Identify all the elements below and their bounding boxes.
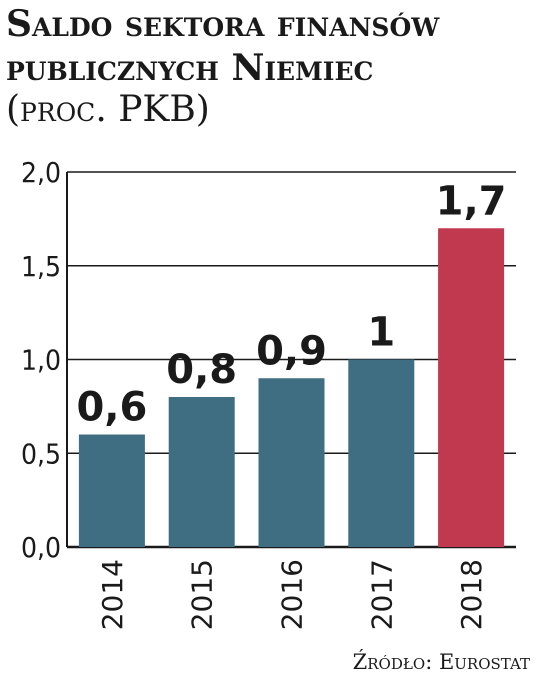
- data-labels: 0,6 0,8 0,9 1 1,7: [76, 178, 506, 430]
- bars: [78, 228, 505, 547]
- bar: [258, 378, 325, 547]
- y-tick-label: 1,5: [21, 250, 61, 283]
- y-tick-label: 0,0: [21, 531, 61, 564]
- bar: [78, 434, 145, 547]
- bar: [438, 228, 505, 547]
- x-category-label: 2017: [365, 559, 398, 630]
- chart-subtitle: (proc. PKB): [6, 89, 210, 130]
- x-category-label: 2016: [276, 559, 309, 630]
- y-axis-ticks: 0,0 0,5 1,0 1,5 2,0: [21, 156, 61, 564]
- source-note: Źródło: Eurostat: [352, 650, 530, 674]
- data-label: 0,6: [76, 385, 147, 431]
- x-axis-labels: 2014 2015 2016 2017 2018: [96, 559, 488, 630]
- data-label: 0,9: [256, 328, 327, 374]
- x-category-label: 2014: [96, 559, 129, 630]
- bar: [168, 397, 235, 547]
- x-category-label: 2015: [186, 559, 219, 630]
- y-tick-label: 1,0: [21, 344, 61, 377]
- y-tick-label: 0,5: [21, 437, 61, 470]
- data-label: 1: [367, 310, 395, 356]
- bar: [348, 359, 415, 547]
- x-category-label: 2018: [455, 559, 488, 630]
- y-tick-label: 2,0: [21, 156, 61, 189]
- data-label: 0,8: [166, 347, 237, 393]
- chart-title: Saldo sektora finansów publicznych Niemi…: [6, 3, 440, 89]
- data-label: 1,7: [436, 178, 507, 224]
